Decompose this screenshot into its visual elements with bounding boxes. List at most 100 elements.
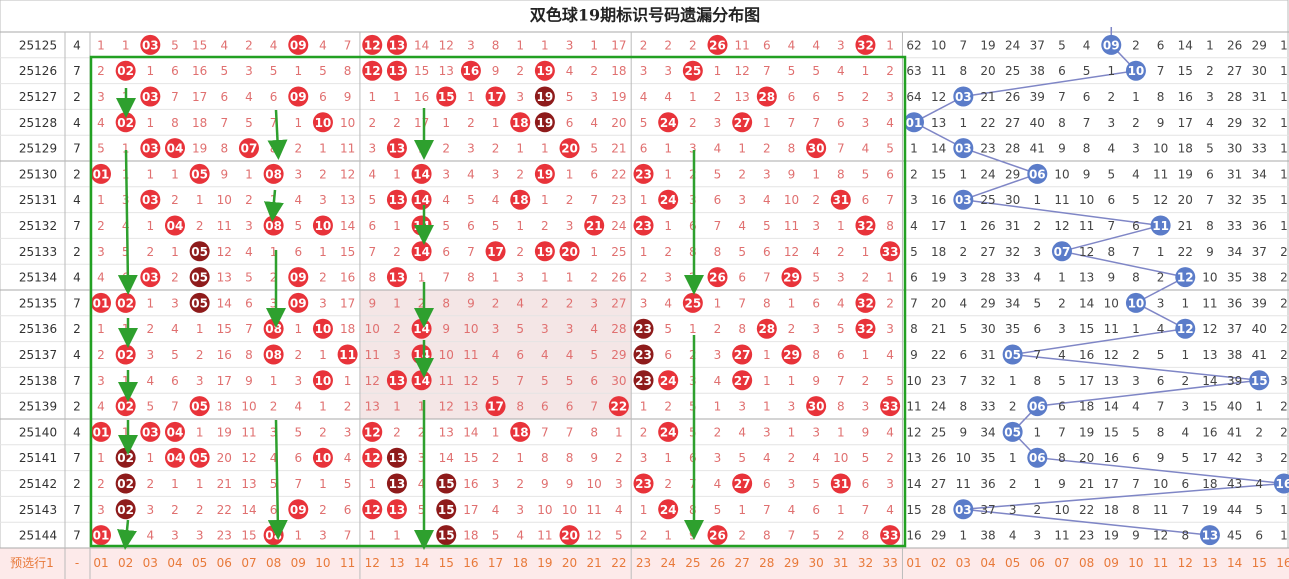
miss-count: 11: [1153, 503, 1168, 517]
blue-ball: [1027, 396, 1048, 417]
ball-number: 02: [117, 503, 134, 517]
miss-count: 13: [1104, 374, 1119, 388]
ball-number: 32: [857, 322, 874, 336]
red-ball: [707, 34, 728, 55]
red-ball: [312, 112, 333, 133]
miss-count: 5: [640, 116, 648, 130]
red-ball: [756, 86, 777, 107]
miss-count: 10: [587, 477, 602, 491]
miss-count: 13: [1079, 271, 1094, 285]
miss-count: 22: [931, 348, 946, 362]
red-ball: [608, 396, 629, 417]
miss-count: 3: [812, 219, 820, 233]
footer-number: 12: [365, 556, 380, 570]
miss-count: 3: [640, 296, 648, 310]
miss-count: 9: [1083, 167, 1091, 181]
ball-number: 13: [389, 477, 406, 491]
miss-count: 2: [171, 271, 179, 285]
miss-count: 8: [516, 400, 524, 414]
miss-count: 3: [886, 322, 894, 336]
miss-count: 38: [1227, 348, 1242, 362]
miss-count: 20: [611, 116, 626, 130]
ball-number: 08: [265, 529, 282, 543]
miss-count: 11: [1079, 219, 1094, 233]
miss-count: 8: [566, 451, 574, 465]
red-ball: [510, 112, 531, 133]
miss-count: 15: [217, 322, 232, 336]
miss-count: 6: [1083, 90, 1091, 104]
footer-number: 03: [956, 556, 971, 570]
miss-count: 24: [611, 219, 626, 233]
miss-count: 28: [931, 503, 946, 517]
miss-count: 12: [1202, 322, 1217, 336]
miss-count: 6: [220, 90, 228, 104]
miss-count: 3: [590, 90, 598, 104]
miss-count: 5: [492, 374, 500, 388]
red-ball: [510, 421, 531, 442]
miss-count: 15: [340, 245, 355, 259]
miss-count: 8: [368, 271, 376, 285]
dark-ball: [115, 499, 136, 520]
miss-count: 4: [837, 296, 845, 310]
digit: 2: [73, 400, 81, 414]
miss-count: 6: [467, 219, 475, 233]
miss-count: 21: [1178, 219, 1193, 233]
miss-count: 3: [1033, 529, 1041, 543]
miss-count: 5: [1181, 451, 1189, 465]
miss-count: 4: [886, 348, 894, 362]
miss-count: 5: [788, 64, 796, 78]
dark-ball: [633, 344, 654, 365]
miss-count: 4: [886, 116, 894, 130]
miss-count: 6: [294, 451, 302, 465]
miss-count: 1: [122, 374, 130, 388]
red-ball: [485, 86, 506, 107]
dark-ball: [436, 473, 457, 494]
miss-count: 4: [738, 425, 746, 439]
miss-count: 24: [931, 400, 946, 414]
miss-count: 5: [1255, 503, 1263, 517]
miss-count: 2: [1181, 374, 1189, 388]
miss-count: 26: [980, 219, 995, 233]
digit: 2: [73, 477, 81, 491]
miss-count: 9: [689, 529, 697, 543]
miss-count: 4: [1107, 142, 1115, 156]
miss-count: 1: [1280, 116, 1288, 130]
red-ball: [312, 447, 333, 468]
period: 25138: [19, 374, 57, 388]
miss-count: 4: [1181, 425, 1189, 439]
miss-count: 11: [784, 219, 799, 233]
ball-number: 23: [635, 219, 652, 233]
miss-count: 2: [738, 167, 746, 181]
miss-count: 5: [837, 322, 845, 336]
miss-count: 3: [862, 400, 870, 414]
miss-count: 29: [611, 348, 626, 362]
miss-count: 6: [319, 90, 327, 104]
footer-number: 04: [167, 556, 182, 570]
miss-count: 3: [245, 64, 253, 78]
miss-count: 1: [442, 116, 450, 130]
miss-count: 3: [1107, 116, 1115, 130]
miss-count: 5: [590, 348, 598, 362]
miss-count: 22: [611, 167, 626, 181]
miss-count: 6: [344, 503, 352, 517]
miss-count: 5: [541, 374, 549, 388]
ball-number: 02: [117, 400, 134, 414]
blue-ball: [1101, 34, 1122, 55]
miss-count: 7: [171, 90, 179, 104]
miss-count: 5: [294, 425, 302, 439]
miss-count: 8: [1157, 425, 1165, 439]
red-ball: [658, 421, 679, 442]
ball-number: 29: [783, 271, 800, 285]
red-ball: [855, 215, 876, 236]
miss-count: 4: [1132, 400, 1140, 414]
miss-count: 6: [738, 271, 746, 285]
miss-count: 2: [294, 348, 302, 362]
miss-count: 34: [980, 425, 995, 439]
miss-count: 12: [439, 38, 454, 52]
miss-count: 2: [393, 322, 401, 336]
ball-number: 15: [438, 477, 455, 491]
miss-count: 7: [837, 142, 845, 156]
miss-count: 2: [368, 116, 376, 130]
red-ball: [633, 215, 654, 236]
miss-count: 1: [319, 400, 327, 414]
